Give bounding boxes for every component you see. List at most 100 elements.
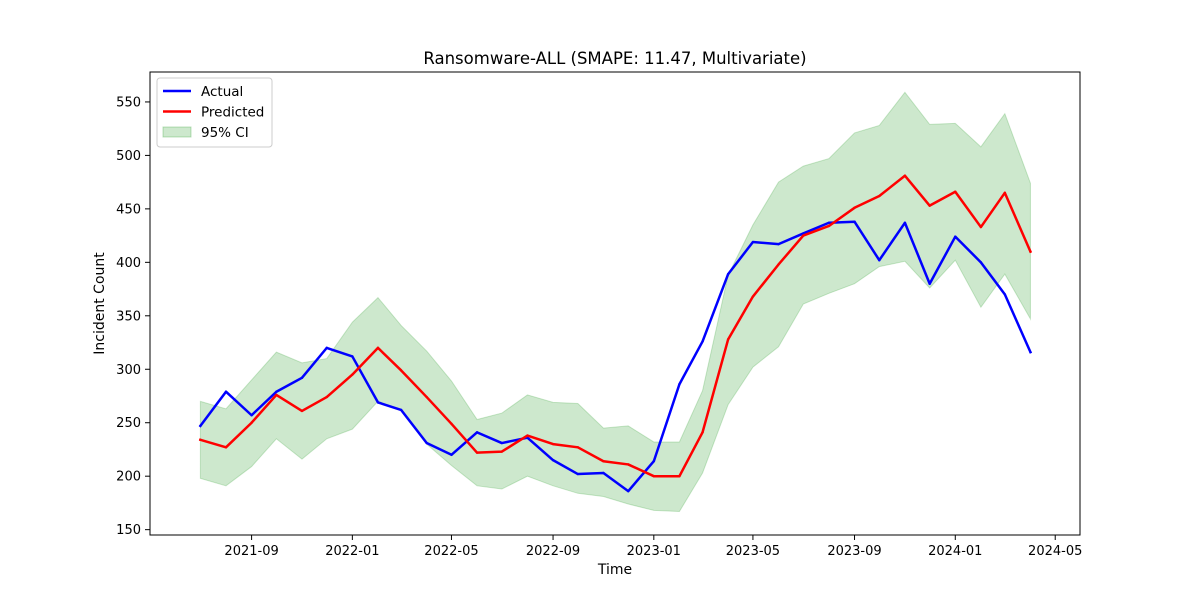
- data-point-predicted: [1003, 191, 1007, 195]
- data-point-predicted: [878, 194, 881, 198]
- data-point-actual: [376, 401, 380, 404]
- data-point-predicted: [224, 446, 228, 449]
- data-point-predicted: [954, 190, 957, 193]
- confidence-band-area: [199, 91, 1031, 512]
- data-point-actual: [399, 408, 403, 412]
- data-point-predicted: [425, 395, 428, 399]
- data-point-actual: [853, 220, 856, 223]
- data-point-predicted: [275, 393, 278, 397]
- x-tick-label: 2021-09: [224, 544, 278, 559]
- data-point-predicted: [726, 338, 730, 341]
- data-point-actual: [250, 414, 253, 417]
- legend: Actual Predicted 95% CI: [156, 77, 273, 148]
- data-point-predicted: [602, 460, 605, 463]
- data-point-actual: [827, 221, 831, 224]
- data-point-predicted: [652, 474, 656, 478]
- y-axis-label: Incident Count: [92, 252, 108, 355]
- data-point-actual: [678, 383, 681, 386]
- data-point-actual: [627, 489, 630, 493]
- y-tick-label: 300: [116, 363, 141, 378]
- data-point-predicted: [399, 369, 403, 372]
- data-point-actual: [500, 441, 504, 445]
- y-tick-label: 350: [116, 309, 141, 324]
- data-point-predicted: [300, 409, 304, 413]
- legend-label-95-ci: 95% CI: [201, 125, 249, 141]
- data-point-predicted: [526, 434, 529, 437]
- data-point-actual: [450, 453, 453, 456]
- x-axis-label: Time: [597, 562, 632, 578]
- data-point-actual: [751, 240, 755, 244]
- x-tick-label: 2023-01: [627, 544, 681, 559]
- data-point-predicted: [853, 206, 856, 209]
- x-tick-label: 2024-01: [928, 544, 982, 559]
- legend-swatch-95-ci: [162, 126, 192, 138]
- data-point-actual: [903, 221, 907, 224]
- data-point-predicted: [250, 421, 253, 424]
- y-tick-label: 500: [116, 149, 141, 164]
- data-point-actual: [652, 460, 656, 463]
- data-point-actual: [777, 242, 780, 246]
- x-tick-label: 2022-01: [325, 544, 379, 559]
- x-tick-label: 2024-05: [1028, 544, 1082, 559]
- data-point-actual: [275, 390, 278, 393]
- data-point-actual: [954, 235, 957, 238]
- data-point-actual: [425, 441, 428, 445]
- chart-title: Ransomware-ALL (SMAPE: 11.47, Multivaria…: [423, 49, 806, 68]
- x-tick-label: 2022-05: [424, 544, 478, 559]
- data-point-actual: [300, 376, 304, 380]
- data-point-actual: [928, 282, 931, 285]
- y-tick-label: 400: [116, 256, 141, 271]
- data-point-predicted: [903, 174, 907, 177]
- data-point-actual: [979, 261, 983, 264]
- data-point-predicted: [627, 463, 630, 466]
- data-point-predicted: [979, 225, 983, 229]
- data-point-predicted: [500, 450, 504, 453]
- confidence-band-layer: [199, 91, 1031, 512]
- y-tick-label: 250: [116, 416, 141, 431]
- y-tick-label: 550: [116, 95, 141, 110]
- y-tick-label: 450: [116, 202, 141, 217]
- data-point-actual: [551, 458, 555, 462]
- data-point-actual: [475, 431, 479, 434]
- data-point-actual: [701, 340, 704, 343]
- data-point-predicted: [475, 451, 479, 454]
- data-point-predicted: [199, 438, 202, 442]
- x-axis: 2021-09 2022-01 2022-05 2022-09 2023-01 2023-…: [224, 535, 1082, 559]
- series-line-predicted: [198, 174, 1033, 478]
- data-point-actual: [576, 472, 580, 476]
- y-tick-label: 150: [116, 523, 141, 538]
- legend-box: [156, 77, 273, 148]
- x-tick-label: 2023-09: [827, 544, 881, 559]
- y-tick-label: 200: [116, 470, 141, 485]
- data-point-predicted: [450, 422, 453, 425]
- legend-label-actual: Actual: [201, 84, 243, 100]
- data-point-predicted: [802, 234, 805, 237]
- data-point-actual: [224, 390, 228, 393]
- data-point-actual: [878, 258, 881, 262]
- data-point-actual: [726, 272, 730, 276]
- series-lines-layer: [198, 174, 1033, 493]
- data-point-predicted: [827, 224, 831, 228]
- legend-label-predicted: Predicted: [201, 105, 264, 121]
- data-point-actual: [602, 471, 605, 475]
- data-point-predicted: [576, 446, 580, 449]
- data-point-actual: [1029, 350, 1032, 354]
- plot-area-frame: [149, 71, 1081, 536]
- data-point-predicted: [1029, 250, 1032, 253]
- data-point-actual: [1003, 293, 1007, 296]
- data-point-predicted: [701, 431, 704, 434]
- data-point-predicted: [928, 204, 931, 207]
- data-point-predicted: [678, 474, 681, 478]
- data-point-actual: [325, 346, 328, 350]
- x-tick-label: 2022-09: [526, 544, 580, 559]
- data-point-predicted: [376, 346, 380, 350]
- data-point-predicted: [777, 263, 780, 266]
- data-point-predicted: [325, 395, 328, 399]
- data-point-actual: [351, 355, 354, 358]
- data-point-predicted: [751, 295, 755, 298]
- x-tick-label: 2023-05: [726, 544, 780, 559]
- series-line-actual: [198, 220, 1033, 493]
- y-axis: 150 200 250 300 350 400 450 500 550: [116, 95, 150, 538]
